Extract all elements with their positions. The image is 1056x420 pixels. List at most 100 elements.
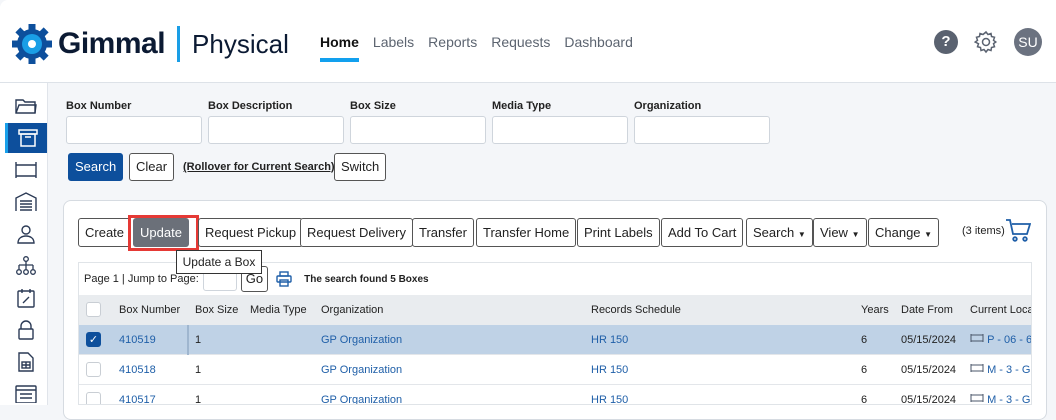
records-schedule-link[interactable]: HR 150 <box>591 364 629 376</box>
print-labels-button[interactable]: Print Labels <box>577 218 660 247</box>
sidebar-item-boxes[interactable] <box>5 123 47 153</box>
organization-input[interactable] <box>634 116 770 144</box>
col-date-from[interactable]: Date From <box>901 304 953 316</box>
nav-labels[interactable]: Labels <box>372 34 415 50</box>
row-checkbox[interactable]: ✓ <box>86 332 101 347</box>
lock-icon <box>18 320 34 340</box>
user-avatar[interactable]: SU <box>1014 28 1042 56</box>
box-size-input[interactable] <box>350 116 486 144</box>
folder-icon <box>15 99 37 114</box>
update-button[interactable]: Update <box>133 218 189 247</box>
add-to-cart-button[interactable]: Add To Cart <box>661 218 744 247</box>
sidebar-item-warehouses[interactable] <box>5 187 47 217</box>
row-checkbox[interactable] <box>86 392 101 404</box>
warehouse-icon <box>15 192 37 211</box>
current-location-cell[interactable]: M - 3 - G <box>970 355 1030 385</box>
print-icon[interactable] <box>276 271 292 287</box>
search-dropdown-button[interactable]: Search ▼ <box>746 218 813 247</box>
select-all-checkbox[interactable] <box>86 302 101 317</box>
box-size-cell: 1 <box>195 334 202 346</box>
sidebar-item-schedules[interactable] <box>5 283 47 313</box>
user-icon <box>17 225 35 244</box>
sidebar-item-security[interactable] <box>5 315 47 345</box>
records-schedule-link[interactable]: HR 150 <box>591 334 629 346</box>
logo[interactable]: Gimmal Physical <box>10 22 289 66</box>
table-row[interactable]: ✓ 410519 1 GP Organization HR 150 6 05/1… <box>79 325 1031 355</box>
form-icon <box>15 385 37 403</box>
media-type-input[interactable] <box>492 116 628 144</box>
logo-divider <box>177 26 181 62</box>
col-records-schedule[interactable]: Records Schedule <box>591 304 681 316</box>
box-size-cell: 1 <box>195 364 202 376</box>
row-checkbox[interactable] <box>86 362 101 377</box>
sidebar <box>0 83 48 405</box>
sidebar-item-organizations[interactable] <box>5 251 47 281</box>
col-box-number[interactable]: Box Number <box>119 304 181 316</box>
transfer-button[interactable]: Transfer <box>412 218 474 247</box>
nav-dashboard[interactable]: Dashboard <box>564 34 633 50</box>
table-row[interactable]: 410517 1 GP Organization HR 150 6 05/15/… <box>79 385 1031 405</box>
create-button[interactable]: Create <box>78 218 132 247</box>
rollover-link[interactable]: (Rollover for Current Search) <box>183 161 335 173</box>
col-current-location[interactable]: Current Loca <box>970 304 1032 316</box>
search-button[interactable]: Search <box>68 153 124 181</box>
box-number-input[interactable] <box>66 116 202 144</box>
cart-icon[interactable] <box>1005 217 1031 243</box>
request-pickup-button[interactable]: Request Pickup <box>198 218 304 247</box>
current-location-cell[interactable]: P - 06 - 6 <box>970 325 1032 355</box>
col-years[interactable]: Years <box>861 304 889 316</box>
date-from-cell: 05/15/2024 <box>901 364 957 376</box>
view-dropdown-button[interactable]: View ▼ <box>813 218 867 247</box>
caret-down-icon: ▼ <box>797 230 806 239</box>
sidebar-item-folders[interactable] <box>5 91 47 121</box>
shelf-icon <box>970 334 984 342</box>
box-number-link[interactable]: 410519 <box>119 334 156 346</box>
date-from-cell: 05/15/2024 <box>901 334 957 346</box>
location-link[interactable]: M - 3 - G <box>987 394 1031 405</box>
shelf-icon <box>15 162 37 178</box>
organization-label: Organization <box>634 100 702 112</box>
organization-link[interactable]: GP Organization <box>321 394 403 405</box>
clear-button[interactable]: Clear <box>129 153 175 181</box>
settings-gear-icon[interactable] <box>974 30 998 54</box>
date-from-cell: 05/15/2024 <box>901 394 957 405</box>
box-size-cell: 1 <box>195 394 202 405</box>
box-description-label: Box Description <box>208 100 293 112</box>
column-resize-handle[interactable] <box>187 325 189 355</box>
shelf-icon <box>970 364 984 372</box>
media-type-label: Media Type <box>492 100 552 112</box>
sidebar-item-forms[interactable] <box>5 379 47 409</box>
organization-link[interactable]: GP Organization <box>321 364 403 376</box>
col-box-size[interactable]: Box Size <box>195 304 239 316</box>
change-dropdown-button[interactable]: Change ▼ <box>868 218 940 247</box>
table-row[interactable]: 410518 1 GP Organization HR 150 6 05/15/… <box>79 355 1031 385</box>
sidebar-item-reports[interactable] <box>5 347 47 377</box>
nav-reports[interactable]: Reports <box>428 34 478 50</box>
spreadsheet-icon <box>18 352 34 372</box>
cart-count: (3 items) <box>962 225 1005 237</box>
sidebar-item-users[interactable] <box>5 219 47 249</box>
help-icon[interactable]: ? <box>934 30 958 54</box>
nav-home[interactable]: Home <box>320 34 359 62</box>
col-organization[interactable]: Organization <box>321 304 384 316</box>
location-link[interactable]: M - 3 - G <box>987 364 1031 376</box>
table-header: Box Number Box Size Media Type Organizat… <box>79 295 1031 325</box>
update-highlight <box>128 215 199 251</box>
caret-down-icon: ▼ <box>924 230 933 239</box>
app-header: Gimmal Physical Home Labels Reports Requ… <box>0 0 1056 83</box>
box-number-label: Box Number <box>66 100 132 112</box>
col-media-type[interactable]: Media Type <box>250 304 307 316</box>
records-schedule-link[interactable]: HR 150 <box>591 394 629 405</box>
nav-requests[interactable]: Requests <box>491 34 551 50</box>
request-delivery-button[interactable]: Request Delivery <box>300 218 413 247</box>
location-link[interactable]: P - 06 - 6 <box>987 334 1032 346</box>
box-description-input[interactable] <box>208 116 344 144</box>
switch-button[interactable]: Switch <box>334 153 387 181</box>
gear-logo-icon <box>12 24 52 64</box>
box-number-link[interactable]: 410518 <box>119 364 156 376</box>
current-location-cell[interactable]: M - 3 - G <box>970 385 1031 405</box>
transfer-home-button[interactable]: Transfer Home <box>476 218 577 247</box>
sidebar-item-shelves[interactable] <box>5 155 47 185</box>
box-number-link[interactable]: 410517 <box>119 394 156 405</box>
organization-link[interactable]: GP Organization <box>321 334 403 346</box>
